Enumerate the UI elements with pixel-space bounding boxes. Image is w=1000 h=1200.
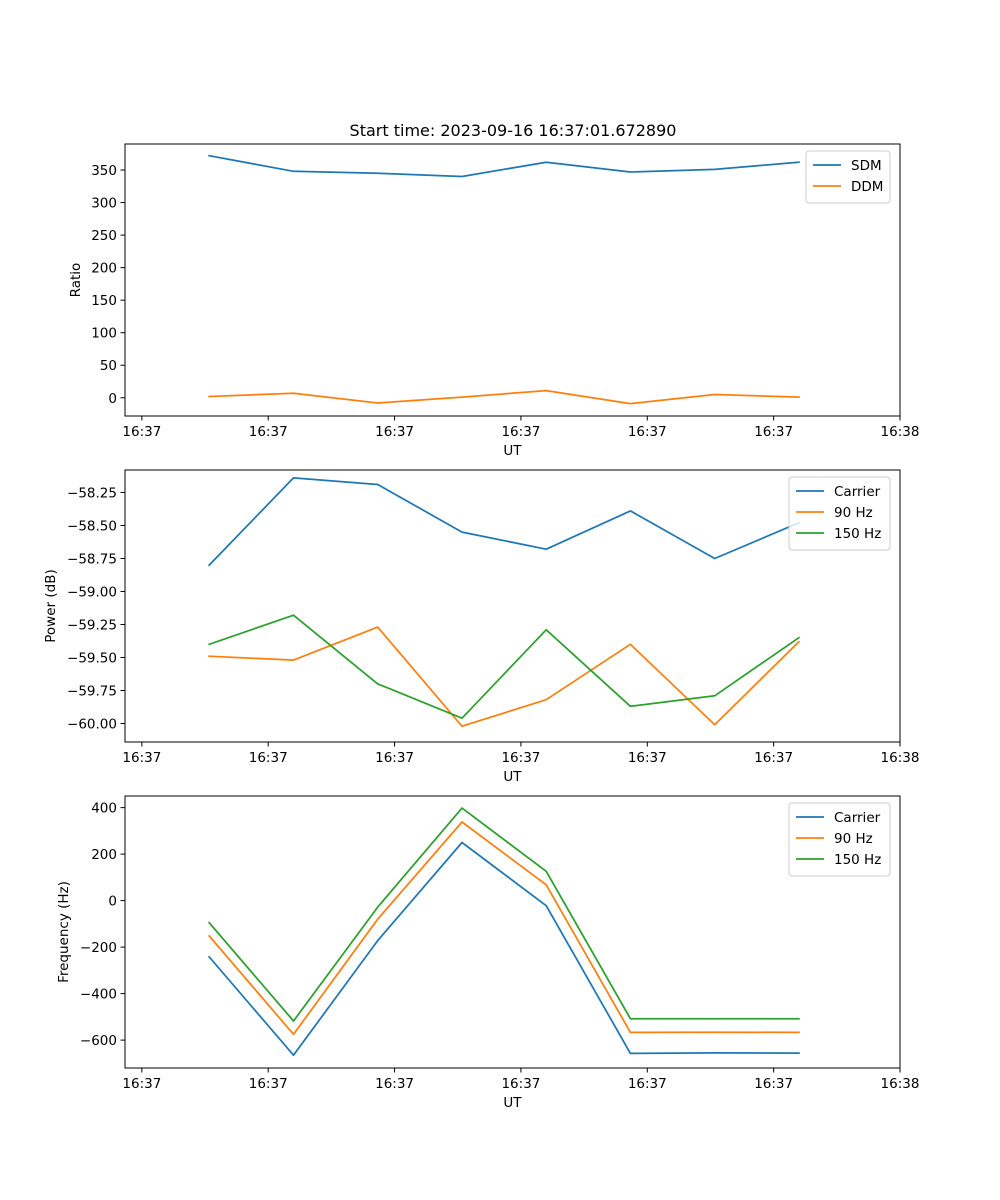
y-tick-label: 400 bbox=[91, 801, 117, 817]
x-tick-label: 16:38 bbox=[881, 750, 920, 766]
y-tick-label: 100 bbox=[91, 326, 117, 342]
x-tick-label: 16:37 bbox=[375, 1076, 414, 1092]
y-tick-label: −59.75 bbox=[67, 684, 117, 700]
y-tick-label: 50 bbox=[100, 358, 117, 374]
x-tick-label: 16:37 bbox=[501, 1076, 540, 1092]
legend-box bbox=[805, 150, 891, 204]
panels: 16:37 16:37 16:37 16:37 16:37 16:37 16:38 0 50 10… bbox=[43, 143, 920, 1111]
x-tick-label: 16:38 bbox=[881, 424, 920, 440]
x-axis-label: UT bbox=[503, 769, 522, 785]
y-tick-label: −58.50 bbox=[67, 518, 117, 534]
x-tick-label: 16:37 bbox=[375, 424, 414, 440]
panel-2: 16:37 16:37 16:37 16:37 16:37 16:37 16:38 −60.0… bbox=[43, 469, 920, 785]
y-tick-label: −200 bbox=[80, 940, 117, 956]
x-tick-label: 16:37 bbox=[628, 750, 667, 766]
series-line-150-hz bbox=[208, 614, 801, 720]
x-tick-label: 16:37 bbox=[122, 1076, 161, 1092]
y-tick-label: 250 bbox=[91, 228, 117, 244]
series-line-90-hz bbox=[208, 626, 801, 728]
x-tick-label: 16:37 bbox=[375, 750, 414, 766]
series-line-sdm bbox=[208, 154, 800, 178]
y-tick-label: 200 bbox=[91, 847, 117, 863]
x-tick-label: 16:37 bbox=[628, 1076, 667, 1092]
x-tick-label: 16:37 bbox=[501, 750, 540, 766]
series-line-90-hz bbox=[207, 821, 800, 1036]
series-line-carrier bbox=[207, 477, 801, 567]
y-tick-label: −600 bbox=[80, 1033, 117, 1049]
legend-label: 150 Hz bbox=[834, 526, 881, 542]
y-tick-label: −60.00 bbox=[67, 717, 117, 733]
x-tick-label: 16:37 bbox=[501, 424, 540, 440]
legend: SDM DDM bbox=[805, 150, 891, 204]
y-tick-label: −400 bbox=[80, 987, 117, 1003]
panel-1: 16:37 16:37 16:37 16:37 16:37 16:37 16:38 0 50 10… bbox=[68, 143, 920, 459]
legend: Carrier 90 Hz 150 Hz bbox=[788, 476, 891, 551]
x-tick-label: 16:37 bbox=[122, 750, 161, 766]
figure-title: Start time: 2023-09-16 16:37:01.672890 bbox=[350, 121, 677, 140]
x-tick-label: 16:37 bbox=[249, 1076, 288, 1092]
axes-frame bbox=[124, 143, 901, 417]
legend-label: 150 Hz bbox=[834, 852, 881, 868]
x-tick-label: 16:37 bbox=[249, 424, 288, 440]
series-line-ddm bbox=[208, 389, 800, 405]
legend-box bbox=[788, 476, 891, 551]
y-axis-label: Ratio bbox=[68, 263, 84, 298]
y-tick-label: 200 bbox=[91, 261, 117, 277]
legend-label: Carrier bbox=[834, 484, 881, 500]
x-tick-label: 16:37 bbox=[754, 1076, 793, 1092]
legend-label: DDM bbox=[851, 179, 883, 195]
y-tick-label: −59.00 bbox=[67, 584, 117, 600]
x-axis-label: UT bbox=[503, 1095, 522, 1111]
y-tick-label: −59.50 bbox=[67, 650, 117, 666]
y-tick-label: 0 bbox=[108, 894, 117, 910]
legend-label: 90 Hz bbox=[834, 505, 873, 521]
axes-frame bbox=[124, 469, 901, 743]
y-axis-label: Power (dB) bbox=[43, 569, 59, 642]
panel-3: 16:37 16:37 16:37 16:37 16:37 16:37 16:38 −600 −… bbox=[56, 795, 920, 1111]
legend-label: SDM bbox=[851, 158, 882, 174]
y-axis-label: Frequency (Hz) bbox=[56, 881, 72, 983]
legend: Carrier 90 Hz 150 Hz bbox=[788, 802, 891, 877]
y-tick-label: 350 bbox=[91, 163, 117, 179]
y-tick-label: −58.25 bbox=[67, 485, 117, 501]
y-tick-label: −58.75 bbox=[67, 551, 117, 567]
y-tick-label: 150 bbox=[91, 293, 117, 309]
x-tick-label: 16:38 bbox=[881, 1076, 920, 1092]
legend-label: Carrier bbox=[834, 810, 881, 826]
x-tick-label: 16:37 bbox=[249, 750, 288, 766]
y-tick-label: −59.25 bbox=[67, 617, 117, 633]
legend-label: 90 Hz bbox=[834, 831, 873, 847]
x-tick-label: 16:37 bbox=[122, 424, 161, 440]
series-line-carrier bbox=[207, 841, 800, 1057]
x-axis-label: UT bbox=[503, 443, 522, 459]
x-tick-label: 16:37 bbox=[754, 750, 793, 766]
x-tick-label: 16:37 bbox=[628, 424, 667, 440]
series-line-150-hz bbox=[207, 807, 800, 1022]
x-tick-label: 16:37 bbox=[754, 424, 793, 440]
axes-frame bbox=[124, 795, 901, 1069]
legend-box bbox=[788, 802, 891, 877]
y-tick-label: 300 bbox=[91, 196, 117, 212]
y-tick-label: 0 bbox=[108, 391, 117, 407]
